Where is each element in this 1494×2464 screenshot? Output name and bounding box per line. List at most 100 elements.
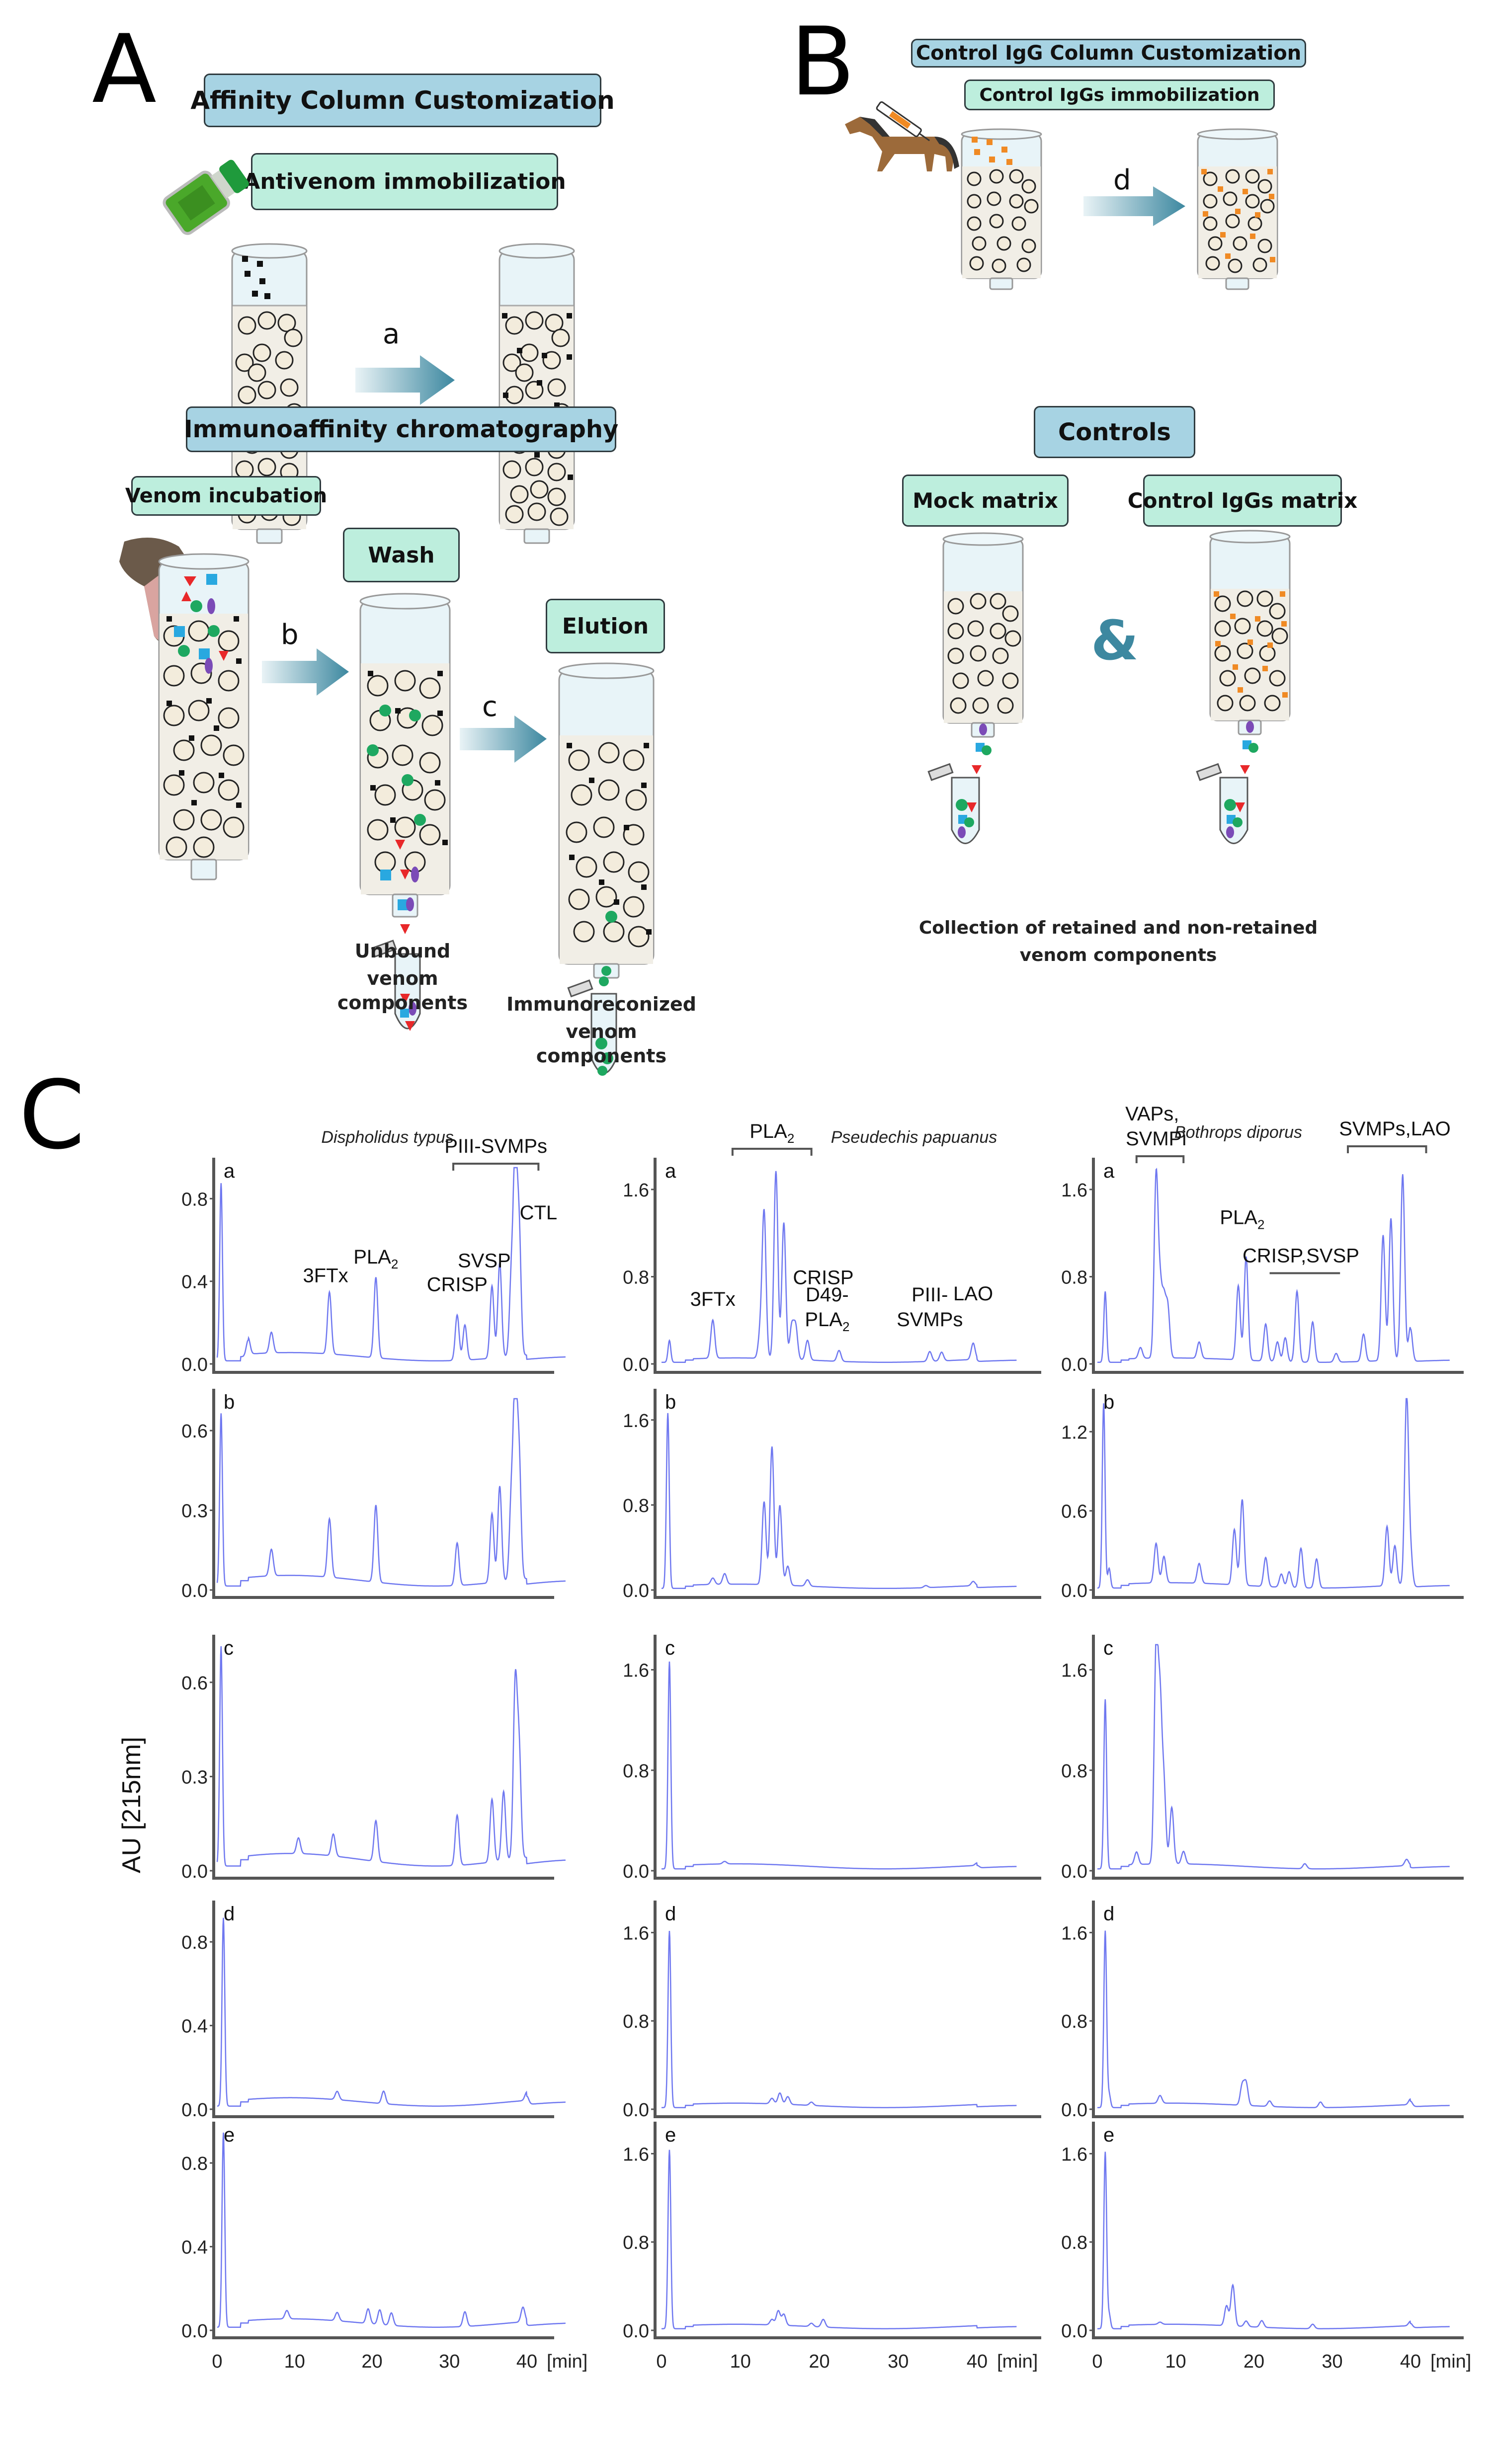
panel-b-letter: B bbox=[790, 7, 855, 117]
y-tick-label: 0.0 bbox=[1061, 2321, 1087, 2342]
unbound-tube-icon bbox=[371, 940, 421, 1031]
y-tick-label: 0.8 bbox=[623, 1267, 649, 1288]
y-tick-label: 0.0 bbox=[623, 2321, 649, 2342]
y-tick-label: 0.8 bbox=[623, 2232, 649, 2253]
venom-incubation-column bbox=[158, 553, 249, 880]
chromatogram-trace bbox=[216, 1646, 566, 1867]
species-name: Bothrops diporus bbox=[1174, 1123, 1302, 1142]
y-tick-label: 0.8 bbox=[1061, 1761, 1087, 1782]
peak-annotation: SVSP bbox=[458, 1250, 511, 1272]
row-label: e bbox=[224, 2124, 235, 2146]
x-unit-label: [min] bbox=[547, 2351, 587, 2372]
ampersand: & bbox=[1091, 609, 1139, 672]
x-tick-label: 0 bbox=[1092, 2351, 1102, 2372]
mock-matrix-tube-icon bbox=[927, 763, 982, 844]
controls-title: Controls bbox=[1034, 406, 1195, 458]
chromatogram-trace bbox=[1097, 1644, 1450, 1870]
chromatogram-trace bbox=[217, 1917, 566, 2107]
peak-annotation: 3FTx bbox=[303, 1265, 348, 1286]
immunorecognized-caption-1: Immunoreconized bbox=[506, 993, 696, 1015]
y-tick-label: 0.8 bbox=[181, 2153, 208, 2174]
row-label: a bbox=[665, 1160, 676, 1182]
control-igg-column-title: Control IgG Column Customization bbox=[911, 39, 1306, 68]
x-tick-label: 30 bbox=[439, 2351, 460, 2372]
y-tick-label: 1.6 bbox=[1061, 1180, 1087, 1201]
x-unit-label: [min] bbox=[1430, 2351, 1471, 2372]
chromatogram-trace bbox=[216, 1167, 566, 1362]
peak-annotation: SVMPs bbox=[897, 1309, 963, 1331]
y-tick-label: 0.0 bbox=[181, 2100, 208, 2121]
y-tick-label: 0.4 bbox=[181, 2016, 208, 2037]
y-tick-label: 0.0 bbox=[1061, 2100, 1087, 2121]
annotation-bracket bbox=[1135, 1155, 1185, 1163]
unbound-caption-line1: Unbound bbox=[354, 940, 451, 962]
venom-incubation-label: Venom incubation bbox=[125, 476, 327, 516]
peak-annotation: CTL bbox=[520, 1202, 558, 1224]
control-iggs-matrix-label: Control IgGs matrix bbox=[1128, 475, 1357, 527]
y-tick-label: 1.6 bbox=[1061, 1661, 1087, 1681]
y-tick-label: 1.6 bbox=[623, 1661, 649, 1681]
arrow-a-icon bbox=[355, 355, 455, 405]
y-tick-label: 0.0 bbox=[623, 1581, 649, 1601]
y-tick-label: 0.3 bbox=[181, 1501, 208, 1522]
row-label: a bbox=[224, 1160, 235, 1182]
control-column-before bbox=[961, 128, 1042, 290]
wash-column bbox=[359, 593, 451, 934]
annotation-bracket bbox=[1347, 1145, 1427, 1153]
control-column-after bbox=[1197, 128, 1278, 290]
arrow-b-label: b bbox=[281, 619, 299, 651]
peak-annotation: CRISP bbox=[793, 1267, 853, 1288]
x-tick-label: 40 bbox=[1400, 2351, 1421, 2372]
row-label: c bbox=[224, 1637, 234, 1659]
x-tick-label: 20 bbox=[1244, 2351, 1264, 2372]
arrow-d-icon bbox=[1083, 186, 1185, 226]
species-name: Pseudechis papuanus bbox=[831, 1128, 997, 1147]
y-tick-label: 1.2 bbox=[1061, 1422, 1087, 1443]
y-tick-label: 0.0 bbox=[1061, 1861, 1087, 1882]
row-label: d bbox=[1103, 1903, 1114, 1925]
y-tick-label: 0.8 bbox=[623, 2011, 649, 2032]
chromatogram-trace bbox=[662, 1662, 1017, 1870]
row-label: e bbox=[1103, 2124, 1114, 2146]
peak-annotation: CRISP,SVSP bbox=[1243, 1245, 1359, 1267]
y-tick-label: 0.0 bbox=[623, 2100, 649, 2121]
y-tick-label: 0.0 bbox=[1061, 1354, 1087, 1375]
arrow-d-label: d bbox=[1113, 164, 1131, 196]
peak-annotation: D49- bbox=[806, 1284, 849, 1306]
arrow-c-label: c bbox=[482, 691, 498, 723]
y-tick-label: 1.6 bbox=[623, 1180, 649, 1201]
control-iggs-immobilization-label: Control IgGs immobilization bbox=[964, 79, 1275, 110]
y-tick-label: 1.6 bbox=[1061, 1923, 1087, 1944]
y-tick-label: 0.0 bbox=[181, 1354, 208, 1375]
antivenom-immobilization-label: Antivenom immobilization bbox=[243, 153, 566, 210]
peak-annotation: PLA2 bbox=[805, 1309, 849, 1334]
y-tick-label: 0.0 bbox=[181, 2321, 208, 2342]
row-label: c bbox=[1103, 1637, 1113, 1659]
unbound-caption: Unbound bbox=[313, 939, 492, 963]
row-label: b bbox=[224, 1391, 235, 1413]
row-label: e bbox=[665, 2124, 676, 2146]
y-tick-label: 0.8 bbox=[1061, 2011, 1087, 2032]
y-tick-label: 0.8 bbox=[181, 1932, 208, 1953]
x-tick-label: 10 bbox=[1165, 2351, 1186, 2372]
immunorecognized-caption-2: venom components bbox=[536, 1021, 667, 1067]
y-tick-label: 0.8 bbox=[623, 1761, 649, 1782]
control-iggs-matrix-tube-icon bbox=[1196, 763, 1250, 844]
affinity-column-title: Affinity Column Customization bbox=[190, 74, 615, 127]
peak-annotation: PLA2 bbox=[749, 1120, 794, 1146]
y-tick-label: 0.8 bbox=[1061, 1267, 1087, 1288]
chromatogram-trace bbox=[662, 1171, 1017, 1363]
row-label: a bbox=[1103, 1160, 1115, 1182]
row-label: c bbox=[665, 1637, 675, 1659]
antivenom-vial-icon bbox=[163, 159, 249, 235]
x-tick-label: 30 bbox=[1322, 2351, 1342, 2372]
